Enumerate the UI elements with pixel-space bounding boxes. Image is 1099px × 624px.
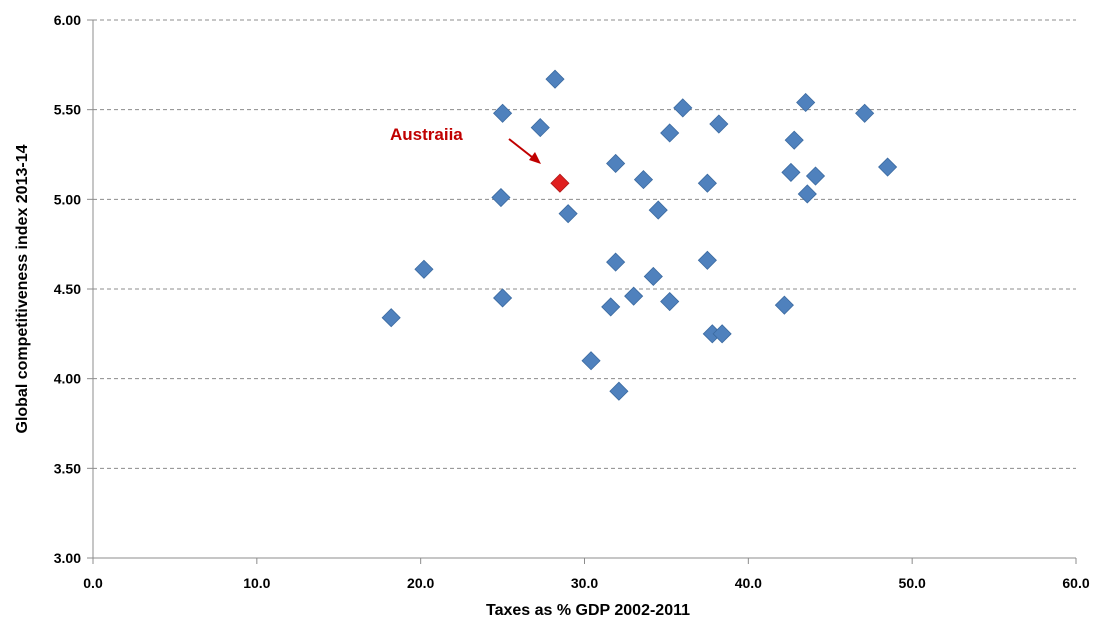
y-tick-label: 3.00 — [54, 550, 81, 566]
data-point — [493, 103, 513, 123]
data-point — [624, 286, 644, 306]
data-point — [855, 103, 875, 123]
data-point — [712, 324, 732, 344]
x-tick-label: 10.0 — [243, 575, 270, 591]
data-point — [609, 381, 629, 401]
data-point — [796, 92, 816, 113]
data-points — [381, 69, 898, 401]
y-axis-title: Global competitiveness index 2013-14 — [14, 144, 31, 433]
data-point — [784, 130, 804, 150]
x-tick-label: 40.0 — [735, 575, 762, 591]
data-point — [491, 187, 511, 208]
data-point — [673, 98, 693, 118]
data-point — [414, 259, 434, 279]
x-tick-label: 20.0 — [407, 575, 434, 591]
highlight-point — [550, 173, 570, 193]
y-tick-label: 4.00 — [54, 371, 81, 387]
data-point — [660, 123, 680, 143]
data-point — [774, 295, 794, 315]
highlight-annotation: Austraiia — [390, 125, 541, 164]
highlight-arrowhead — [529, 152, 541, 164]
highlight-label: Austraiia — [390, 125, 463, 144]
y-tick-label: 5.50 — [54, 102, 81, 118]
data-point — [493, 288, 513, 308]
y-tick-label: 5.00 — [54, 191, 81, 207]
x-tick-label: 60.0 — [1062, 575, 1089, 591]
data-point — [530, 118, 550, 138]
gridlines — [93, 19, 1076, 469]
x-tick-label: 50.0 — [899, 575, 926, 591]
data-point — [709, 114, 729, 134]
data-point — [878, 157, 898, 177]
data-point — [545, 69, 565, 89]
data-point — [660, 291, 680, 312]
y-tick-label: 3.50 — [54, 460, 81, 476]
data-point — [643, 266, 663, 287]
data-point — [606, 252, 626, 272]
data-point — [633, 170, 654, 190]
y-tick-label: 6.00 — [54, 12, 81, 28]
x-axis-title: Taxes as % GDP 2002-2011 — [486, 602, 690, 619]
data-point — [648, 200, 668, 220]
x-axis-ticks: 0.0 10.0 20.0 30.0 40.0 50.0 60.0 — [83, 558, 1090, 591]
data-point — [805, 166, 826, 186]
data-point — [781, 162, 801, 182]
y-tick-label: 4.50 — [54, 281, 81, 297]
x-tick-label: 0.0 — [83, 575, 103, 591]
data-point — [697, 250, 717, 270]
data-point — [797, 184, 817, 204]
data-point — [601, 297, 621, 317]
data-point — [381, 308, 401, 328]
data-point — [697, 173, 717, 193]
data-point — [606, 153, 626, 174]
x-tick-label: 30.0 — [571, 575, 598, 591]
data-point — [558, 204, 578, 224]
y-axis-ticks: 3.00 3.50 4.00 4.50 5.00 5.50 6.00 — [54, 12, 93, 566]
data-point — [581, 351, 601, 371]
